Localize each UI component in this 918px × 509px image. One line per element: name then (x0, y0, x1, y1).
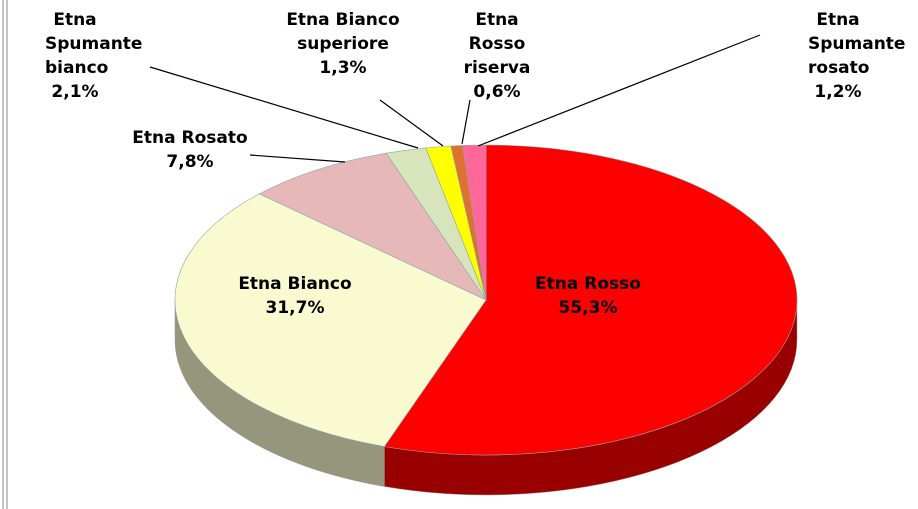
value-label: 1,3% (319, 58, 367, 78)
pie-slice (174, 193, 487, 447)
value-label: 31,7% (265, 298, 325, 318)
category-label: Etna Spumante rosato (808, 10, 906, 78)
value-label: 7,8% (166, 152, 214, 172)
data-label: Etna Bianco superiore 1,3% (283, 8, 403, 80)
data-label: Etna Spumante bianco 2,1% (25, 8, 143, 104)
data-label: Etna Rosato 7,8% (90, 126, 290, 174)
category-label: Etna Rosso (535, 274, 641, 294)
leader-line (461, 99, 471, 145)
value-label: 1,2% (814, 82, 862, 102)
leader-line (477, 34, 761, 147)
pie-slice (462, 144, 487, 301)
pie-slice (383, 144, 798, 456)
value-label: 0,6% (473, 82, 521, 102)
leader-line (149, 66, 419, 149)
value-label: 2,1% (51, 82, 99, 102)
pie-slice (258, 152, 487, 301)
leader-line (379, 99, 444, 147)
category-label: Etna Rosso riserva (463, 10, 531, 78)
data-label: Etna Spumante rosato 1,2% (793, 8, 906, 104)
category-label: Etna Bianco (238, 274, 352, 294)
data-label: Etna Rosso 55,3% (488, 272, 688, 320)
category-label: Etna Bianco superiore (286, 10, 400, 54)
leader-line (249, 154, 346, 163)
category-label: Etna Spumante bianco (45, 10, 143, 78)
category-label: Etna Rosato (132, 128, 248, 148)
data-label: Etna Rosso riserva 0,6% (447, 8, 547, 104)
value-label: 55,3% (558, 298, 618, 318)
data-label: Etna Bianco 31,7% (195, 272, 395, 320)
